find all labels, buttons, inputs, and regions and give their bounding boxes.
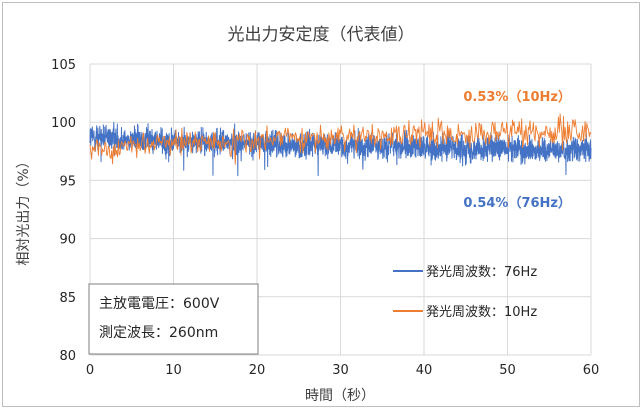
series-10hz-line: [89, 113, 592, 165]
x-tick-label: 10: [165, 363, 182, 378]
annotation-76hz: 0.54%（76Hz）: [463, 195, 571, 211]
y-tick-label: 100: [51, 116, 76, 131]
x-tick-label: 30: [332, 363, 349, 378]
info-box: 主放電電圧：600V 測定波長：260nm: [88, 283, 259, 355]
x-tick-label: 40: [416, 363, 433, 378]
legend: 発光周波数：76Hz 発光周波数：10Hz: [393, 265, 537, 320]
series-layer: [89, 113, 592, 177]
y-axis-label: 相対光出力（%）: [16, 154, 32, 265]
legend-label-76hz: 発光周波数：76Hz: [426, 265, 537, 280]
tick-labels: 0 10 20 30 40 50 60 80 85 90 95 100 105: [51, 58, 599, 378]
info-box-line-wavelength: 測定波長：260nm: [99, 325, 218, 341]
x-tick-label: 60: [583, 363, 600, 378]
y-tick-label: 105: [51, 58, 76, 73]
info-box-border: [88, 283, 259, 355]
series-76hz-line: [89, 122, 592, 177]
chart-title: 光出力安定度（代表値）: [228, 25, 415, 45]
legend-label-10hz: 発光周波数：10Hz: [426, 305, 537, 320]
x-axis-label: 時間（秒）: [305, 388, 375, 404]
annotation-10hz: 0.53%（10Hz）: [463, 89, 571, 105]
x-tick-label: 20: [249, 363, 266, 378]
x-tick-label: 0: [86, 363, 94, 378]
y-tick-label: 80: [59, 349, 76, 364]
y-tick-label: 85: [59, 291, 76, 306]
y-tick-label: 95: [59, 174, 76, 189]
y-tick-label: 90: [59, 233, 76, 248]
info-box-line-voltage: 主放電電圧：600V: [99, 296, 220, 312]
x-tick-label: 50: [499, 363, 516, 378]
